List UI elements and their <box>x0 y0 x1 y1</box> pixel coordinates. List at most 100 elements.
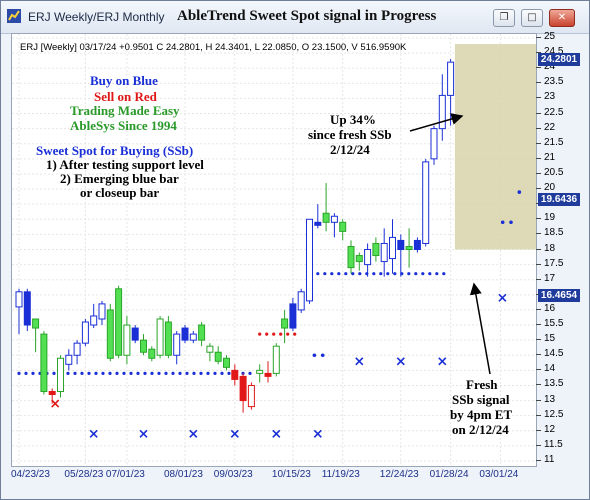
price-axis: 2524.52423.52322.52221.52120.52019.51918… <box>536 31 589 465</box>
annotation-fresh-date: on 2/12/24 <box>452 422 509 437</box>
candle-body <box>239 375 247 402</box>
support-dot <box>517 190 522 194</box>
resistance-dot <box>272 332 276 336</box>
support-dot <box>320 353 325 358</box>
y-tick-mark <box>536 233 541 235</box>
date-axis: 04/23/23 05/28/23 07/01/23 08/01/23 09/03/23… <box>11 465 535 487</box>
annotation-rule-2b: or closeup bar <box>80 185 160 200</box>
support-dot <box>164 371 168 375</box>
maximize-button[interactable]: □ <box>521 9 543 27</box>
support-dot <box>129 371 133 375</box>
x-tick-label: 08/01/23 <box>164 469 203 480</box>
y-tick-label: 11 <box>544 454 555 465</box>
support-dot <box>31 371 35 375</box>
support-dot <box>386 272 390 276</box>
y-tick-mark <box>536 384 541 386</box>
y-tick-mark <box>536 278 541 280</box>
title-bar: ERJ Weekly/ERJ Monthly AbleTrend Sweet S… <box>1 1 589 34</box>
y-tick-label: 14.5 <box>544 348 564 360</box>
x-sell-marker <box>51 399 60 408</box>
y-tick-label: 20 <box>544 182 556 194</box>
annotation-ablesys-since: AbleSys Since 1994 <box>70 118 177 133</box>
support-dot <box>150 371 154 375</box>
candle-body <box>106 309 114 359</box>
annotation-rule-1: 1) After testing support level <box>46 157 204 172</box>
annotation-arrow-fresh <box>469 282 491 375</box>
support-dot <box>199 371 203 375</box>
candle-body <box>81 321 89 344</box>
candle-body <box>364 249 372 266</box>
candle-body <box>40 333 48 393</box>
support-dot <box>393 272 397 276</box>
support-dot <box>414 272 418 276</box>
candle-body <box>314 221 322 226</box>
resistance-dot <box>279 332 283 336</box>
x-tick-label: 10/15/23 <box>271 469 311 480</box>
x-signal-marker <box>396 357 405 366</box>
candle-body <box>297 291 305 311</box>
x-signal-marker <box>230 429 239 438</box>
resistance-dot <box>265 332 269 336</box>
support-dot <box>372 272 376 276</box>
support-dot <box>80 371 84 375</box>
support-dot <box>330 272 334 276</box>
price-tag-blue2: 19.6436 <box>538 192 580 206</box>
x-signal-marker <box>89 429 98 438</box>
support-dot <box>213 371 217 375</box>
candle-body <box>131 327 139 341</box>
candle-body <box>223 357 230 368</box>
support-dot <box>157 371 161 375</box>
candle-body <box>57 357 64 393</box>
candle-body <box>380 242 388 263</box>
y-tick-label: 23.5 <box>544 76 564 88</box>
candle-body <box>173 333 181 356</box>
y-tick-mark <box>536 354 541 356</box>
support-dot <box>185 371 189 375</box>
annotation-arrow-up <box>409 113 464 132</box>
y-tick-mark <box>536 263 541 265</box>
candle-body <box>73 342 81 356</box>
candle-body <box>123 324 131 356</box>
y-tick-label: 25 <box>544 31 556 42</box>
support-dot <box>192 371 196 375</box>
support-dot <box>248 371 252 375</box>
candle-body <box>422 161 430 244</box>
support-dot <box>87 371 91 375</box>
y-tick-mark <box>536 142 541 144</box>
annotation-ssb-signal: SSb signal <box>452 392 510 407</box>
candle-body <box>65 354 73 365</box>
x-signal-marker <box>313 429 322 438</box>
y-tick-mark <box>536 414 541 416</box>
candle-body <box>206 345 214 353</box>
x-signal-marker <box>355 357 364 366</box>
ohlc-info-line: ERJ [Weekly] 03/17/24 +0.9501 C 24.2801,… <box>20 42 407 53</box>
y-tick-label: 13.5 <box>544 378 564 390</box>
support-dot <box>73 371 77 375</box>
y-tick-mark <box>536 37 541 38</box>
candle-body <box>48 391 56 396</box>
resistance-dot <box>286 332 290 336</box>
x-tick-label: 05/28/23 <box>64 469 104 480</box>
y-tick-mark <box>536 188 541 190</box>
support-dot <box>358 272 362 276</box>
tab-erj-weekly-monthly[interactable]: ERJ Weekly/ERJ Monthly <box>28 10 165 24</box>
support-dot <box>220 371 224 375</box>
y-tick-mark <box>536 460 541 461</box>
support-dot <box>17 371 21 375</box>
candle-body <box>140 339 147 353</box>
support-dot <box>344 272 348 276</box>
y-tick-label: 15 <box>544 333 556 345</box>
close-button[interactable]: ✕ <box>549 9 575 27</box>
chart-plot-area[interactable]: ERJ [Weekly] 03/17/24 +0.9501 C 24.2801,… <box>11 33 537 467</box>
y-tick-mark <box>536 429 541 431</box>
y-tick-mark <box>536 172 541 174</box>
support-dot <box>227 371 231 375</box>
restore-button[interactable]: ❐ <box>493 9 515 27</box>
y-tick-label: 12 <box>544 423 556 435</box>
x-signal-marker <box>189 429 198 438</box>
y-tick-mark <box>536 82 541 84</box>
support-dot <box>52 371 56 375</box>
support-dot <box>66 371 70 375</box>
y-tick-mark <box>536 248 541 250</box>
